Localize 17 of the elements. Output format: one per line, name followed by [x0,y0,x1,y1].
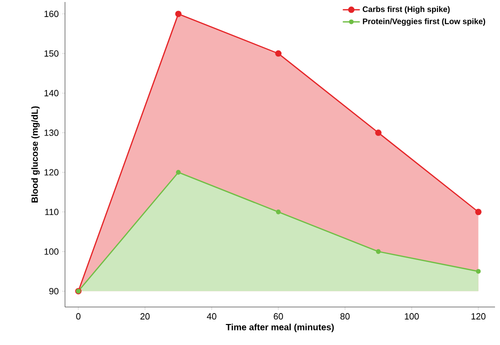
x-tick-label: 80 [340,313,350,320]
x-tick-label: 0 [76,313,80,320]
y-axis-title: Blood glucose (mg/dL) [31,106,40,202]
x-tick-label: 20 [140,313,150,320]
x-tick-label: 100 [404,313,419,320]
x-tick-label: 60 [274,313,283,320]
y-tick-label: 110 [45,208,58,216]
x-tick-label: 120 [472,313,486,320]
y-tick-label: 120 [44,169,58,176]
x-tick-label: 40 [206,313,216,320]
y-tick-label: 100 [44,248,58,255]
x-axis-title: Time after meal (minutes) [226,324,334,332]
y-tick-label: 160 [44,10,58,18]
y-tick-label: 90 [49,288,58,294]
y-tick-label: 140 [44,90,58,96]
y-tick-label: 150 [44,50,58,57]
y-tick-label: 130 [44,130,58,136]
